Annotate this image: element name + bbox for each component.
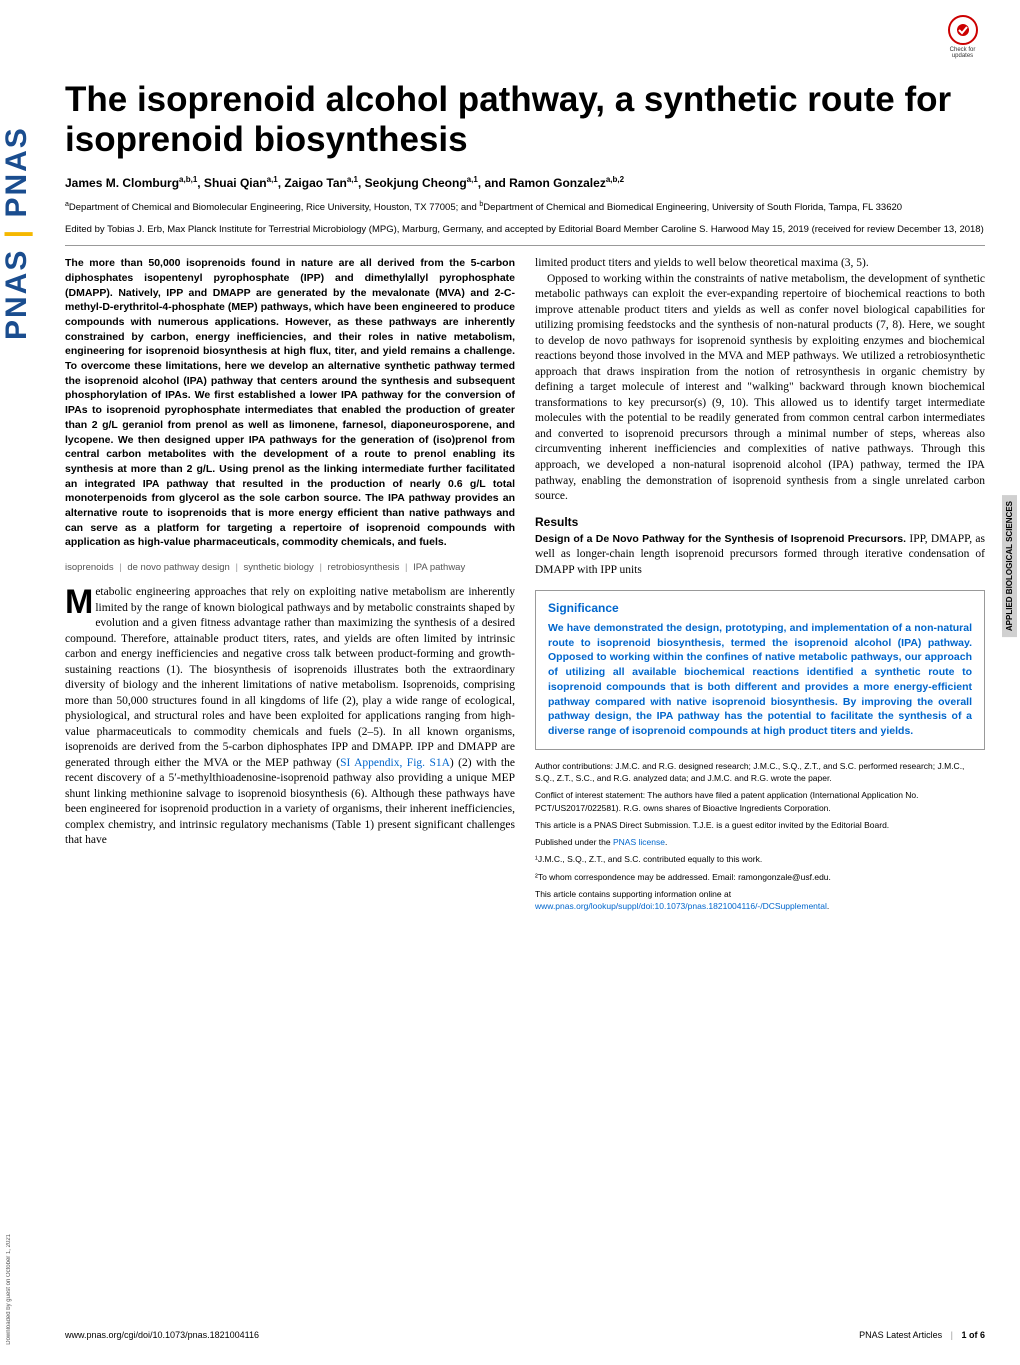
body-text-right: limited product titers and yields to wel… <box>535 256 985 504</box>
check-updates-label: Check for updates <box>940 47 985 59</box>
pnas-logo: PNAS | PNAS <box>0 40 28 340</box>
continuation-para: limited product titers and yields to wel… <box>535 256 985 272</box>
pnas-license-link[interactable]: PNAS license <box>613 837 665 847</box>
correspondence-note: ²To whom correspondence may be addressed… <box>535 871 985 883</box>
intro-para-2: Opposed to working within the constraint… <box>535 272 985 505</box>
section-category-label: APPLIED BIOLOGICAL SCIENCES <box>1002 495 1017 637</box>
results-heading: Results <box>535 515 985 529</box>
left-column: The more than 50,000 isoprenoids found i… <box>65 256 515 917</box>
pnas-sidebar: PNAS | PNAS Downloaded by guest on Octob… <box>0 0 28 1365</box>
right-column: limited product titers and yields to wel… <box>535 256 985 917</box>
affiliations: aDepartment of Chemical and Biomolecular… <box>65 200 985 215</box>
article-title: The isoprenoid alcohol pathway, a synthe… <box>65 80 985 161</box>
logo-text: PNAS <box>0 249 33 340</box>
check-for-updates-badge[interactable]: Check for updates <box>940 15 985 60</box>
equal-contribution-note: ¹J.M.C., S.Q., Z.T., and S.C. contribute… <box>535 853 985 865</box>
page-info: PNAS Latest Articles | 1 of 6 <box>859 1330 985 1340</box>
intro-text-1: etabolic engineering approaches that rel… <box>65 586 515 769</box>
results-subheading: Design of a De Novo Pathway for the Synt… <box>535 533 906 545</box>
crossmark-icon <box>948 15 978 45</box>
separator: | <box>951 1330 953 1340</box>
conflict-statement: Conflict of interest statement: The auth… <box>535 789 985 814</box>
license-note: Published under the PNAS license. <box>535 836 985 848</box>
abstract: The more than 50,000 isoprenoids found i… <box>65 256 515 550</box>
si-appendix-link[interactable]: SI Appendix, Fig. S1A <box>340 757 450 769</box>
submission-note: This article is a PNAS Direct Submission… <box>535 819 985 831</box>
keywords: isoprenoids | de novo pathway design | s… <box>65 562 515 573</box>
logo-text-2: PNAS <box>0 126 33 217</box>
two-column-layout: The more than 50,000 isoprenoids found i… <box>65 256 985 917</box>
page-footer: www.pnas.org/cgi/doi/10.1073/pnas.182100… <box>65 1322 985 1340</box>
author-contributions: Author contributions: J.M.C. and R.G. de… <box>535 760 985 785</box>
body-text-left: Metabolic engineering approaches that re… <box>65 585 515 849</box>
significance-box: Significance We have demonstrated the de… <box>535 590 985 750</box>
authors-line: James M. Clomburga,b,1, Shuai Qiana,1, Z… <box>65 175 985 190</box>
significance-text: We have demonstrated the design, prototy… <box>548 621 972 739</box>
download-note: Downloaded by guest on October 1, 2021 <box>6 1234 12 1345</box>
doi: www.pnas.org/cgi/doi/10.1073/pnas.182100… <box>65 1330 259 1340</box>
intro-paragraph: Metabolic engineering approaches that re… <box>65 585 515 849</box>
results-body: Design of a De Novo Pathway for the Synt… <box>535 532 985 579</box>
footer-notes: Author contributions: J.M.C. and R.G. de… <box>535 760 985 913</box>
page-number: 1 of 6 <box>961 1330 985 1340</box>
si-link[interactable]: www.pnas.org/lookup/suppl/doi:10.1073/pn… <box>535 901 827 911</box>
intro-text-2: ) (2) with the recent discovery of a 5′-… <box>65 757 515 847</box>
article-content: Check for updates The isoprenoid alcohol… <box>65 25 985 1340</box>
dropcap: M <box>65 585 95 617</box>
editor-line: Edited by Tobias J. Erb, Max Planck Inst… <box>65 224 985 246</box>
significance-title: Significance <box>548 601 972 615</box>
si-note: This article contains supporting informa… <box>535 888 985 913</box>
